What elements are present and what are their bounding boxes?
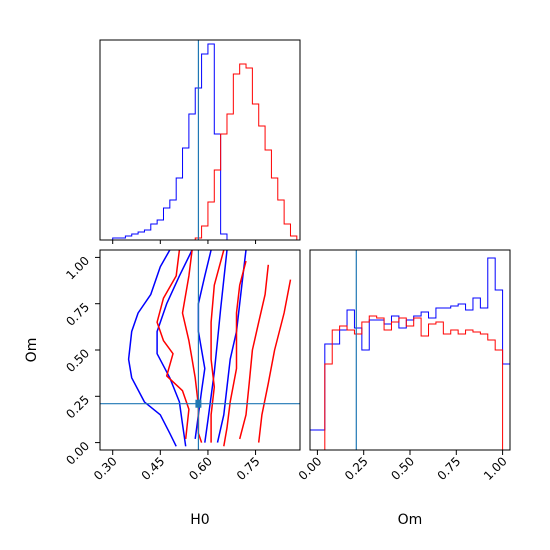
h0-histogram-series-2 — [100, 63, 298, 240]
contour-series-1-level-4 — [204, 250, 228, 443]
contour-series-2-level-3 — [210, 250, 225, 443]
h0-histogram-panel — [99, 39, 301, 244]
contour-series-1-level-1 — [127, 250, 177, 447]
contour-panel: 0.30 0.45 0.60 0.750.000.250.500.751.00 H0 … — [24, 249, 301, 528]
contour-series-2-level-4 — [223, 260, 247, 447]
contour-truth-marker — [195, 399, 202, 408]
contour-series-2-level-5 — [238, 264, 270, 440]
om-histogram-panel: 0.00 0.25 0.50 0.75 1.00 Om — [296, 249, 511, 528]
contour-series-2-level-6 — [257, 279, 292, 443]
contour-series-1-level-2 — [156, 250, 193, 447]
h0-histogram-frame — [99, 39, 301, 241]
contour-ylabel: Om — [24, 338, 40, 363]
contour-xlabel: H0 — [190, 512, 209, 528]
om-xlabel: Om — [398, 512, 423, 528]
contour-series-2-level-1 — [156, 250, 190, 439]
contour-series-1-level-5 — [216, 250, 247, 443]
h0-histogram-series-1 — [100, 43, 297, 240]
om-histogram-series-2 — [310, 315, 510, 450]
